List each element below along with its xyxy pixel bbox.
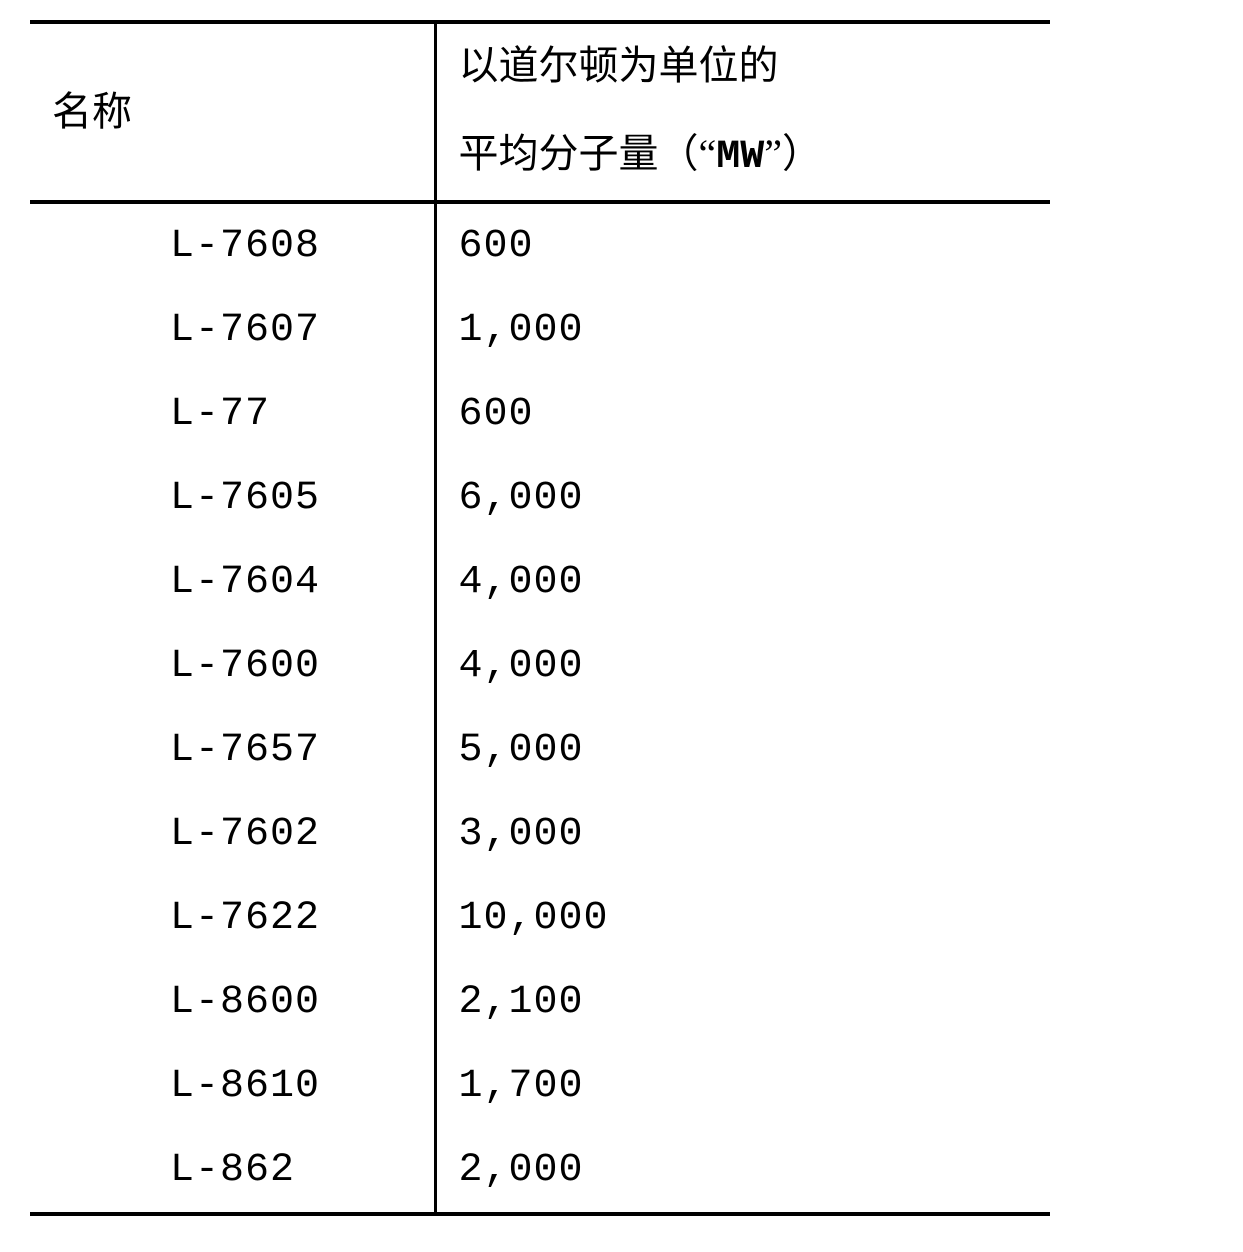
table-row: L-862 2,000 bbox=[30, 1128, 1050, 1214]
cell-name: L-7602 bbox=[30, 792, 435, 876]
table-header-row: 名称 以道尔顿为单位的 平均分子量（“MW”） bbox=[30, 22, 1050, 202]
cell-name: L-8610 bbox=[30, 1044, 435, 1128]
table-row: L-8610 1,700 bbox=[30, 1044, 1050, 1128]
cell-name: L-77 bbox=[30, 372, 435, 456]
cell-value: 1,000 bbox=[435, 288, 1050, 372]
table-row: L-7622 10,000 bbox=[30, 876, 1050, 960]
cell-value: 4,000 bbox=[435, 624, 1050, 708]
cell-name: L-862 bbox=[30, 1128, 435, 1214]
header-value-line2: 平均分子量（“MW”） bbox=[459, 110, 1051, 202]
cell-value: 2,000 bbox=[435, 1128, 1050, 1214]
cell-name: L-7608 bbox=[30, 202, 435, 288]
cell-value: 4,000 bbox=[435, 540, 1050, 624]
cell-value: 6,000 bbox=[435, 456, 1050, 540]
header-value-line1: 以道尔顿为单位的 bbox=[459, 22, 1051, 110]
table-row: L-8600 2,100 bbox=[30, 960, 1050, 1044]
cell-value: 2,100 bbox=[435, 960, 1050, 1044]
page: 名称 以道尔顿为单位的 平均分子量（“MW”） L-7608 600 L-760… bbox=[0, 0, 1243, 1252]
cell-name: L-7622 bbox=[30, 876, 435, 960]
cell-name: L-7605 bbox=[30, 456, 435, 540]
table-row: L-7608 600 bbox=[30, 202, 1050, 288]
cell-name: L-7604 bbox=[30, 540, 435, 624]
cell-value: 10,000 bbox=[435, 876, 1050, 960]
cell-name: L-8600 bbox=[30, 960, 435, 1044]
column-header-value: 以道尔顿为单位的 平均分子量（“MW”） bbox=[435, 22, 1050, 202]
cell-value: 600 bbox=[435, 372, 1050, 456]
table-row: L-77 600 bbox=[30, 372, 1050, 456]
cell-value: 600 bbox=[435, 202, 1050, 288]
header-name-text: 名称 bbox=[52, 68, 434, 156]
table-row: L-7602 3,000 bbox=[30, 792, 1050, 876]
cell-name: L-7657 bbox=[30, 708, 435, 792]
table-row: L-7605 6,000 bbox=[30, 456, 1050, 540]
cell-name: L-7600 bbox=[30, 624, 435, 708]
table-row: L-7604 4,000 bbox=[30, 540, 1050, 624]
table-row: L-7657 5,000 bbox=[30, 708, 1050, 792]
cell-name: L-7607 bbox=[30, 288, 435, 372]
table-row: L-7607 1,000 bbox=[30, 288, 1050, 372]
mw-table: 名称 以道尔顿为单位的 平均分子量（“MW”） L-7608 600 L-760… bbox=[30, 20, 1050, 1216]
cell-value: 3,000 bbox=[435, 792, 1050, 876]
cell-value: 1,700 bbox=[435, 1044, 1050, 1128]
table-body: L-7608 600 L-7607 1,000 L-77 600 L-7605 … bbox=[30, 202, 1050, 1214]
column-header-name: 名称 bbox=[30, 22, 435, 202]
table-row: L-7600 4,000 bbox=[30, 624, 1050, 708]
cell-value: 5,000 bbox=[435, 708, 1050, 792]
